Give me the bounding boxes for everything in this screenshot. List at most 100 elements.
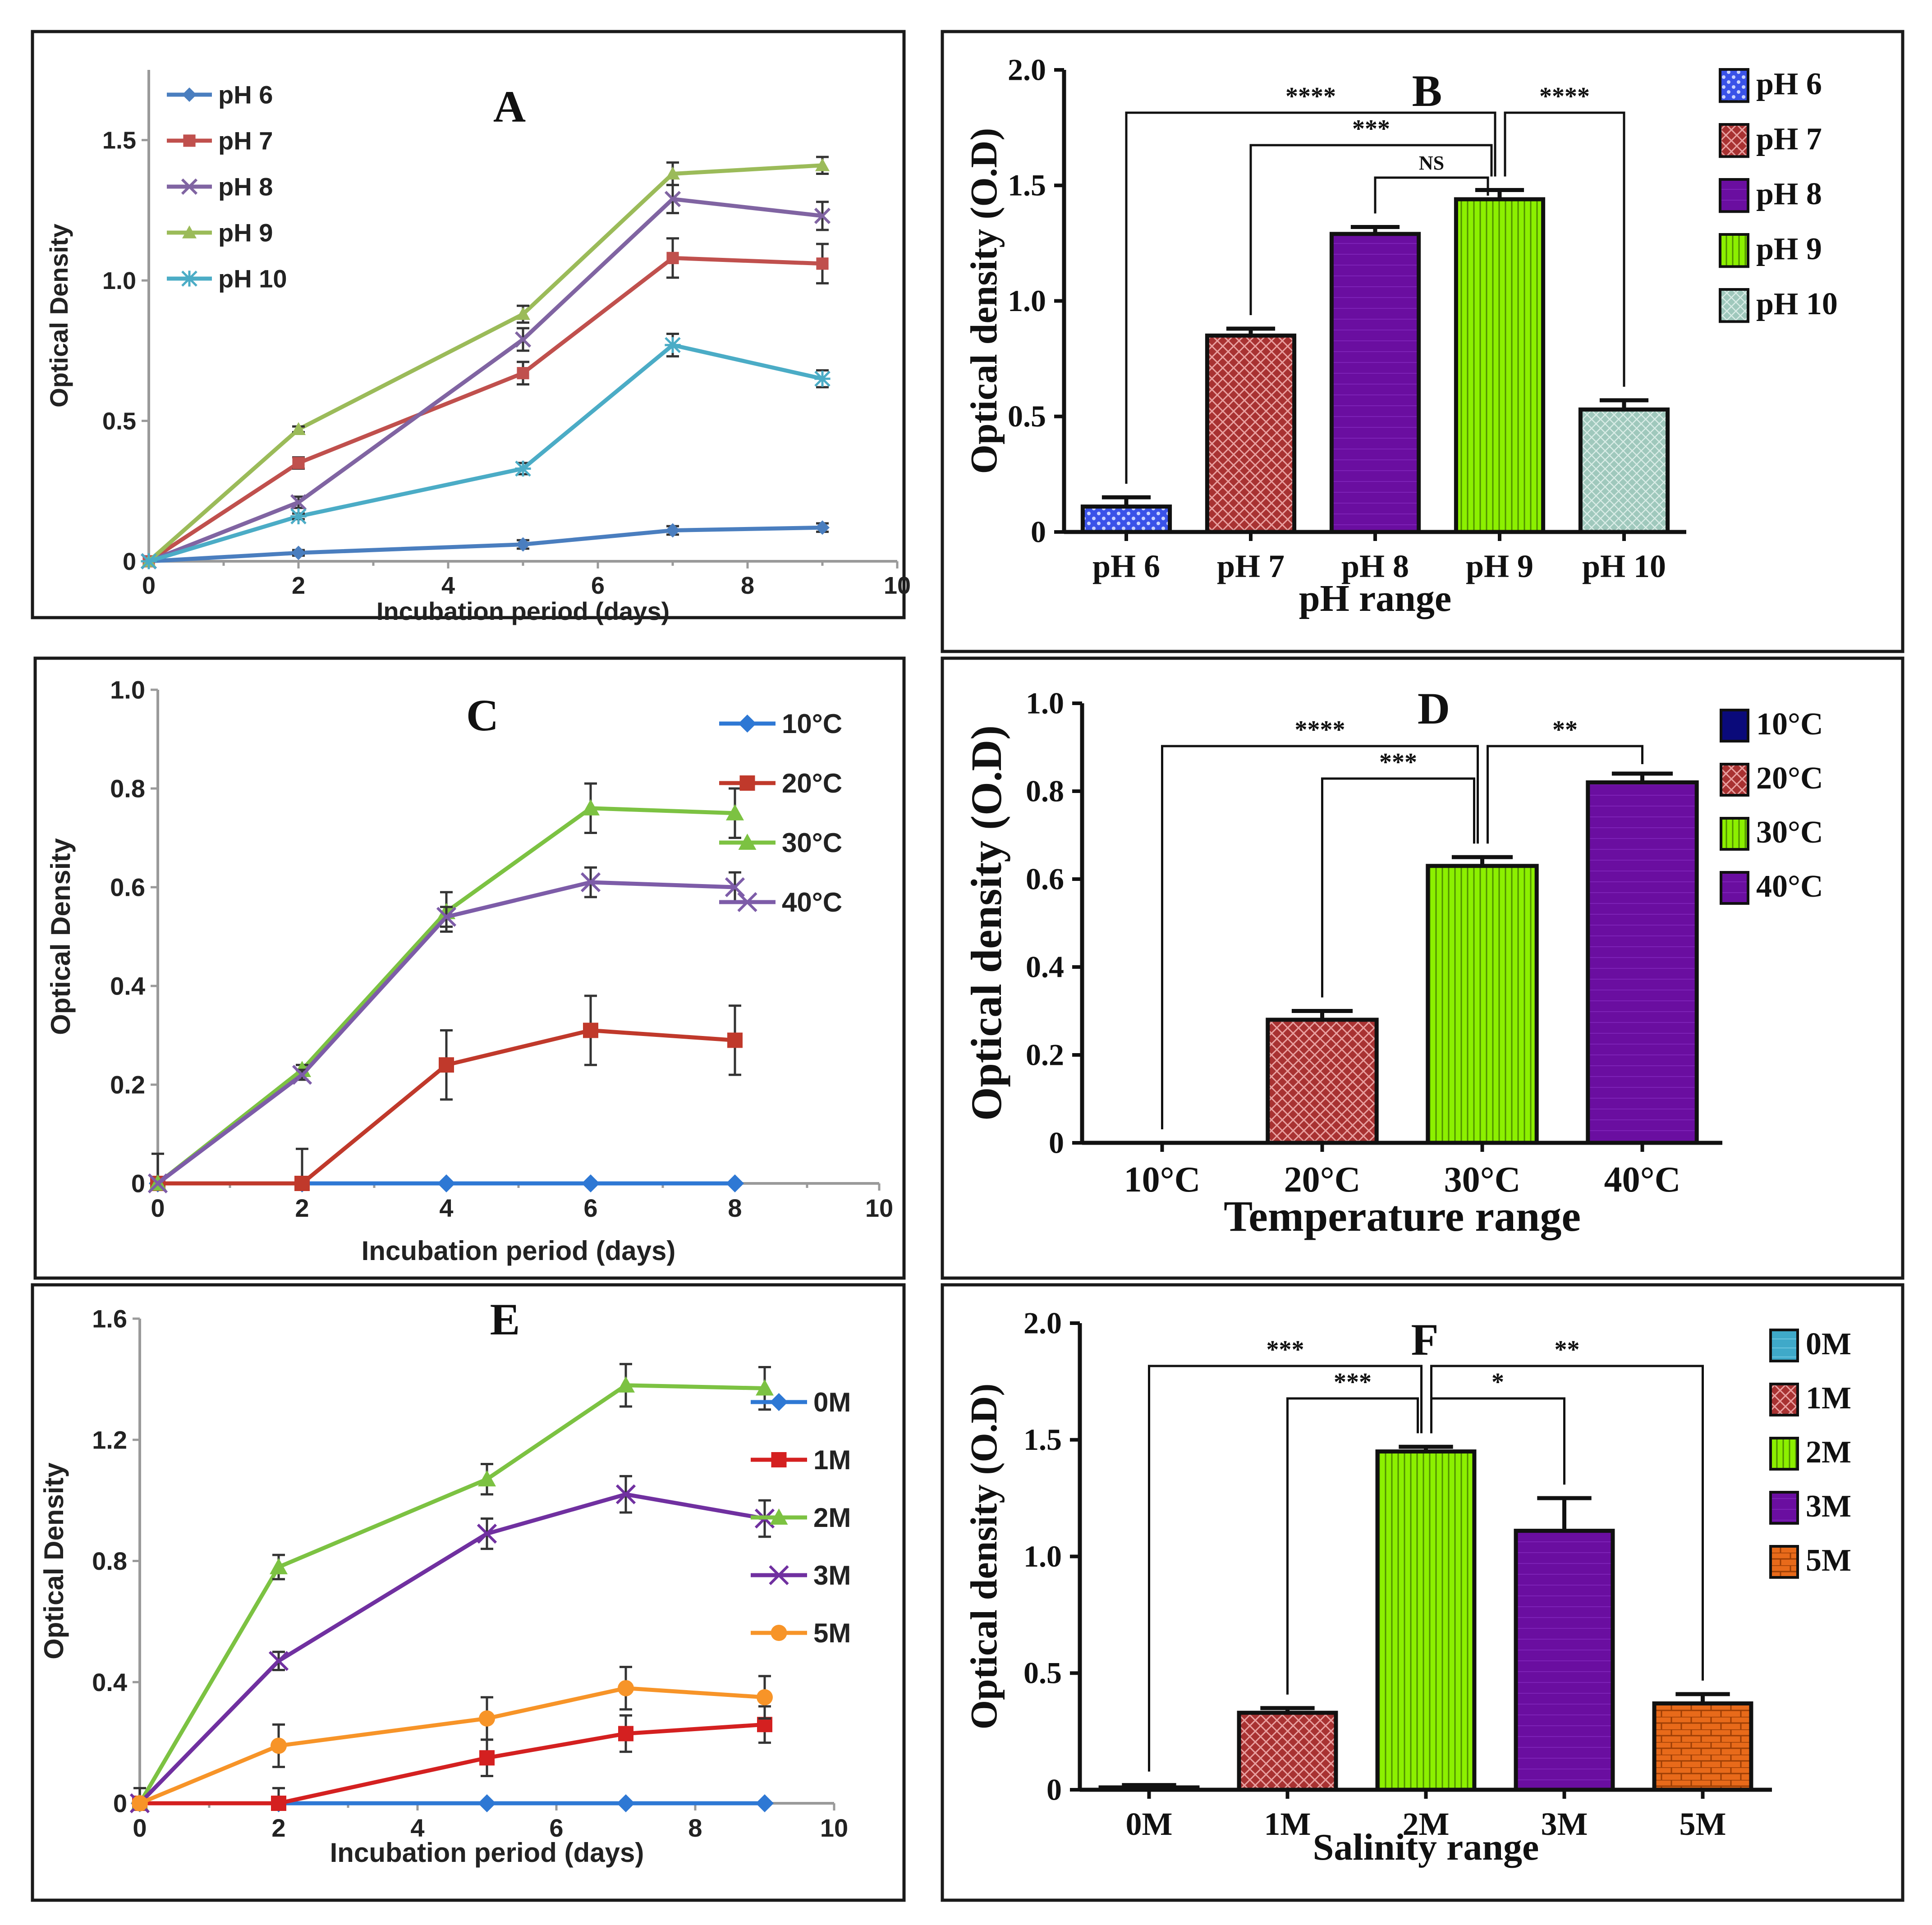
y-tick-label: 0.4 bbox=[110, 972, 145, 1000]
x-axis-label: Incubation period (days) bbox=[330, 1838, 644, 1868]
y-tick-label: 1.5 bbox=[1008, 168, 1046, 202]
data-point bbox=[516, 537, 530, 552]
data-point bbox=[816, 257, 829, 270]
y-axis-label: Optical density (O.D) bbox=[962, 725, 1010, 1121]
bracket-line bbox=[1430, 1365, 1704, 1681]
y-tick-label: 2.0 bbox=[1008, 52, 1046, 87]
y-tick-label: 2.0 bbox=[1023, 1306, 1062, 1340]
x-tick-label: 30°C bbox=[1444, 1160, 1521, 1200]
bar-5m bbox=[1652, 1692, 1753, 1792]
data-point bbox=[290, 508, 307, 525]
data-point bbox=[617, 1376, 635, 1393]
error-bar bbox=[1260, 1706, 1315, 1713]
x-tick-label: 0M bbox=[1126, 1806, 1173, 1842]
y-tick-label: 0.5 bbox=[1023, 1656, 1062, 1690]
legend-label: pH 10 bbox=[218, 265, 287, 293]
legend-label: pH 10 bbox=[1756, 287, 1838, 321]
x-tick-label: pH 8 bbox=[1341, 548, 1409, 584]
data-point bbox=[292, 1064, 312, 1085]
bar bbox=[1375, 1449, 1477, 1792]
x-tick-label: 2 bbox=[292, 572, 305, 599]
bar-0m bbox=[1098, 1783, 1200, 1792]
error-bar bbox=[1291, 1009, 1353, 1020]
panel-title: A bbox=[493, 82, 526, 132]
y-axis-label: Optical Density bbox=[45, 224, 73, 408]
data-point bbox=[517, 367, 529, 380]
panel-frame bbox=[31, 30, 906, 619]
legend-marker bbox=[738, 834, 757, 850]
panel-title: E bbox=[490, 1294, 520, 1344]
data-point bbox=[268, 1651, 289, 1671]
x-tick-label: 4 bbox=[410, 1814, 424, 1842]
y-tick-label: 1.0 bbox=[1008, 284, 1046, 318]
bar-30c bbox=[1426, 855, 1539, 1145]
error-bar bbox=[1122, 1783, 1176, 1788]
legend-item: 5M bbox=[751, 1618, 851, 1648]
data-point bbox=[479, 1710, 495, 1727]
bar bbox=[1098, 1785, 1200, 1792]
significance-bracket: *** bbox=[1321, 748, 1475, 998]
legend-marker bbox=[182, 87, 197, 102]
legend-item: 20°C bbox=[719, 768, 842, 798]
y-tick-label: 1.6 bbox=[92, 1305, 127, 1333]
legend-item: 30°C bbox=[1720, 815, 1823, 851]
x-tick-label: 6 bbox=[583, 1194, 597, 1222]
panel-title: C bbox=[466, 690, 499, 740]
y-tick-label: 1.0 bbox=[1023, 1539, 1062, 1573]
panel-frame bbox=[941, 656, 1904, 1280]
legend-item: 2M bbox=[751, 1503, 851, 1533]
y-tick-label: 0 bbox=[131, 1169, 145, 1198]
panel-e: 0 0.4 0.8 1.2 1.6 0 2 4 6 8 10 Incubation period (d… bbox=[31, 1283, 906, 1902]
data-point bbox=[437, 1174, 455, 1192]
significance-bracket: **** bbox=[1504, 82, 1625, 387]
bracket-line bbox=[1487, 745, 1643, 844]
significance-label: ** bbox=[1555, 1336, 1580, 1364]
x-axis-label: pH range bbox=[1299, 578, 1451, 619]
x-tick-label: 5M bbox=[1680, 1806, 1726, 1842]
data-point bbox=[292, 457, 305, 469]
legend-marker bbox=[181, 178, 198, 195]
panel-title: B bbox=[1412, 66, 1442, 116]
bar-ph10 bbox=[1578, 398, 1670, 534]
error-bar bbox=[1451, 855, 1513, 866]
data-point bbox=[617, 1794, 635, 1812]
significance-label: **** bbox=[1285, 82, 1336, 110]
panel-b: 0 0.5 1.0 1.5 2.0 pH 6 pH 7 pH 8 pH 9 pH 10 pH ran… bbox=[941, 30, 1904, 653]
data-point bbox=[665, 337, 681, 353]
legend-label: 1M bbox=[813, 1445, 851, 1475]
data-point bbox=[664, 191, 681, 207]
legend-item: pH 7 bbox=[1719, 122, 1822, 158]
error-bar bbox=[1101, 495, 1151, 507]
x-tick-label: 10°C bbox=[1124, 1160, 1201, 1200]
legend-item: pH 6 bbox=[1719, 67, 1822, 103]
legend-label: pH 9 bbox=[1756, 232, 1822, 266]
legend-swatch bbox=[1769, 1437, 1799, 1471]
y-axis-label: Optical Density bbox=[39, 1462, 69, 1659]
legend-item: 20°C bbox=[1720, 761, 1823, 797]
y-axis-label: Optical Density bbox=[46, 838, 76, 1035]
data-point bbox=[478, 1470, 496, 1487]
bracket-line bbox=[1321, 777, 1475, 998]
significance-label: *** bbox=[1379, 748, 1417, 776]
x-tick-label: pH 9 bbox=[1466, 548, 1533, 584]
error-bar bbox=[1350, 225, 1400, 234]
bar-2m bbox=[1375, 1444, 1477, 1792]
legend-marker bbox=[182, 225, 197, 238]
panel-frame bbox=[33, 656, 906, 1280]
data-point bbox=[132, 1795, 148, 1811]
legend-swatch bbox=[1719, 233, 1749, 268]
bar-20c bbox=[1266, 1009, 1379, 1145]
legend-swatch bbox=[1719, 68, 1749, 103]
legend-marker bbox=[770, 1393, 788, 1411]
legend-label: 40°C bbox=[1756, 869, 1823, 904]
legend-label: 20°C bbox=[1756, 761, 1823, 796]
x-tick-label: 8 bbox=[688, 1814, 702, 1842]
x-tick-label: 2 bbox=[295, 1194, 309, 1222]
legend-item: 40°C bbox=[719, 887, 842, 917]
x-tick-label: 6 bbox=[591, 572, 605, 599]
legend-label: 0M bbox=[1806, 1327, 1851, 1361]
x-tick-label: 0 bbox=[142, 572, 156, 599]
legend-label: 30°C bbox=[782, 828, 842, 858]
x-tick-label: 0 bbox=[151, 1194, 165, 1222]
legend-label: 3M bbox=[813, 1560, 851, 1590]
